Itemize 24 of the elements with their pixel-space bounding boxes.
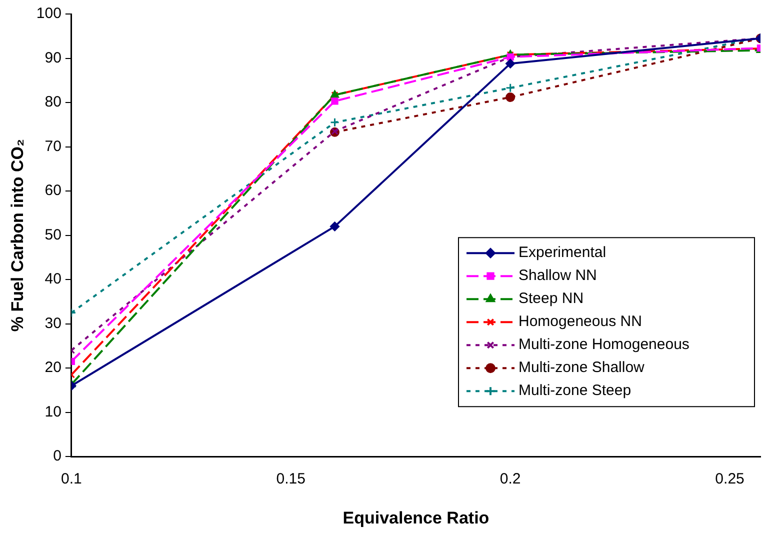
legend-label: Multi-zone Shallow	[518, 359, 645, 376]
y-tick-label: 20	[44, 359, 62, 376]
legend-label: Multi-zone Steep	[518, 382, 632, 400]
y-tick-label: 50	[44, 226, 62, 244]
x-tick-label: 0.1	[60, 470, 82, 488]
y-tick-label: 0	[53, 448, 62, 465]
x-tick-label: 0.15	[276, 470, 306, 488]
x-axis-title: Equivalence Ratio	[342, 508, 490, 528]
legend-label: Shallow NN	[518, 267, 597, 284]
legend-label: Homogeneous NN	[518, 313, 642, 330]
y-tick-label: 40	[44, 270, 62, 288]
legend-label: Steep NN	[518, 290, 584, 308]
y-tick-label: 30	[44, 314, 62, 332]
y-tick-label: 10	[44, 403, 62, 420]
legend-label: Multi-zone Homogeneous	[518, 336, 690, 354]
y-tick-label: 100	[36, 5, 62, 22]
legend-label: Experimental	[518, 244, 606, 262]
x-tick-label: 0.25	[715, 470, 744, 488]
y-tick-label: 70	[44, 138, 62, 155]
y-tick-label: 60	[44, 182, 62, 200]
y-tick-label: 80	[44, 94, 62, 111]
x-tick-label: 0.2	[500, 470, 521, 488]
y-axis-title: % Fuel Carbon into CO₂	[8, 138, 27, 332]
y-tick-label: 90	[44, 49, 62, 66]
